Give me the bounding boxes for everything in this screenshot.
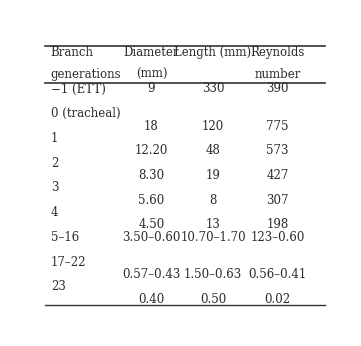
Text: 0.50: 0.50 [200, 293, 226, 306]
Text: Branch: Branch [51, 46, 94, 60]
Text: 4: 4 [51, 206, 58, 219]
Text: 123–0.60: 123–0.60 [250, 231, 305, 244]
Text: 48: 48 [205, 144, 221, 157]
Text: 0 (tracheal): 0 (tracheal) [51, 107, 120, 120]
Text: 0.57–0.43: 0.57–0.43 [122, 268, 180, 281]
Text: 23: 23 [51, 280, 66, 293]
Text: 775: 775 [266, 120, 288, 133]
Text: 8.30: 8.30 [138, 169, 165, 182]
Text: 573: 573 [266, 144, 288, 157]
Text: 307: 307 [266, 194, 288, 207]
Text: 390: 390 [266, 82, 288, 95]
Text: Length (mm): Length (mm) [174, 46, 252, 60]
Text: 0.40: 0.40 [138, 293, 165, 306]
Text: 17–22: 17–22 [51, 255, 86, 268]
Text: 10.70–1.70: 10.70–1.70 [180, 231, 246, 244]
Text: 427: 427 [266, 169, 288, 182]
Text: (mm): (mm) [136, 68, 167, 81]
Text: 1.50–0.63: 1.50–0.63 [184, 268, 242, 281]
Text: 1: 1 [51, 132, 58, 145]
Text: 5.60: 5.60 [138, 194, 165, 207]
Text: 5–16: 5–16 [51, 231, 79, 244]
Text: number: number [254, 68, 300, 81]
Text: 0.56–0.41: 0.56–0.41 [248, 268, 306, 281]
Text: Reynolds: Reynolds [250, 46, 305, 60]
Text: 19: 19 [205, 169, 221, 182]
Text: generations: generations [51, 68, 121, 81]
Text: 0.02: 0.02 [264, 293, 290, 306]
Text: 3: 3 [51, 181, 58, 194]
Text: 13: 13 [205, 218, 221, 231]
Text: 198: 198 [266, 218, 288, 231]
Text: 3.50–0.60: 3.50–0.60 [122, 231, 180, 244]
Text: 2: 2 [51, 157, 58, 170]
Text: Diameter: Diameter [124, 46, 179, 60]
Text: 330: 330 [202, 82, 224, 95]
Text: 9: 9 [148, 82, 155, 95]
Text: 4.50: 4.50 [138, 218, 165, 231]
Text: 8: 8 [209, 194, 217, 207]
Text: 18: 18 [144, 120, 159, 133]
Text: −1 (ETT): −1 (ETT) [51, 82, 106, 95]
Text: 120: 120 [202, 120, 224, 133]
Text: 12.20: 12.20 [135, 144, 168, 157]
